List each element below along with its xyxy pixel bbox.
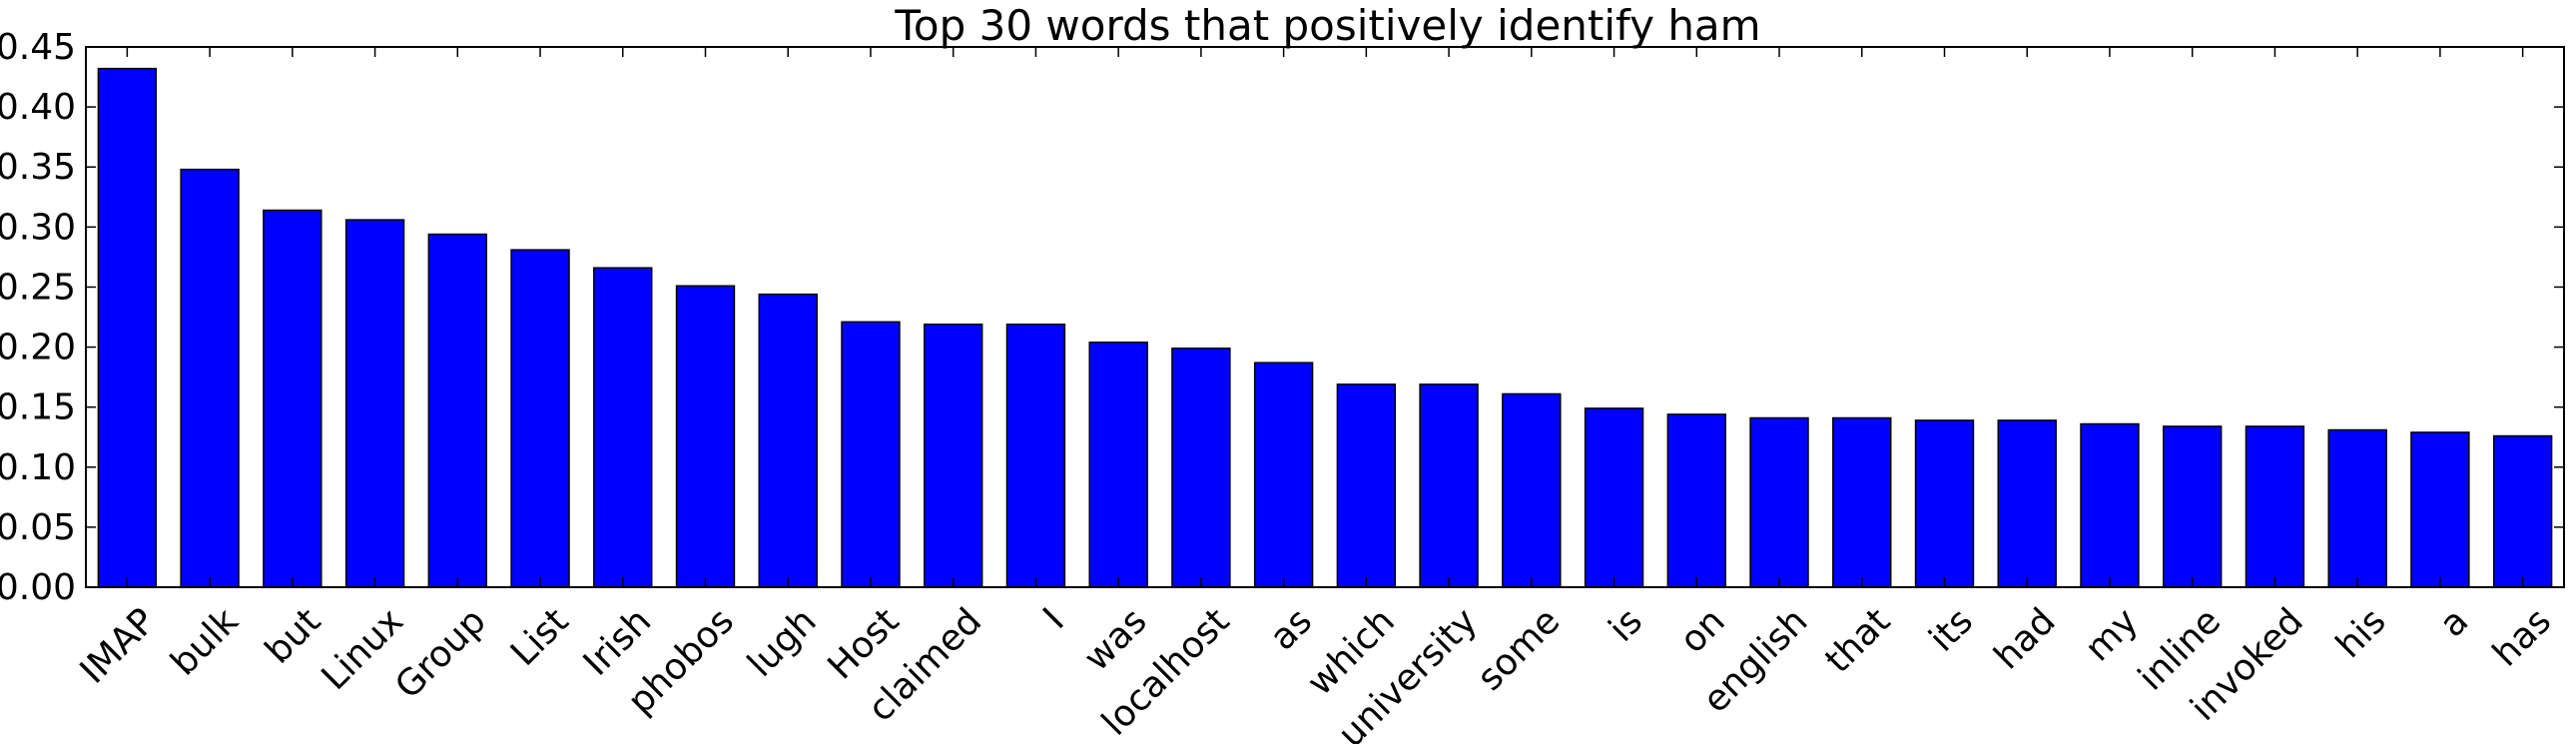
bar-english — [1749, 416, 1809, 588]
y-tick-label: 0.30 — [0, 207, 76, 248]
bar-bulk — [180, 168, 240, 588]
bar-its — [1914, 419, 1975, 588]
bar-claimed — [923, 323, 983, 588]
x-tick-label-is: is — [1602, 600, 1650, 649]
x-tick-label-bulk: bulk — [163, 600, 246, 683]
x-tick-label-has: has — [2485, 600, 2559, 674]
chart-title: Top 30 words that positively identify ha… — [894, 1, 1760, 50]
y-tick-label: 0.00 — [0, 567, 76, 608]
y-tick-label: 0.25 — [0, 267, 76, 308]
bar-is — [1584, 407, 1644, 588]
x-tick-label-some: some — [1470, 600, 1568, 698]
y-tick-label: 0.35 — [0, 147, 76, 188]
bar-phobos — [675, 285, 736, 588]
bar-lugh — [758, 293, 818, 588]
bar-list — [510, 249, 570, 588]
x-tick-label-that: that — [1818, 600, 1899, 681]
bar-on — [1666, 413, 1727, 588]
bar-group — [427, 233, 488, 588]
bar-was — [1088, 341, 1148, 588]
bar-that — [1832, 416, 1892, 588]
bar-irish — [593, 267, 653, 588]
x-tick-label-i: I — [1035, 600, 1072, 637]
bar-his — [2327, 428, 2387, 588]
bar-had — [1997, 419, 2057, 588]
bar-imap — [97, 67, 158, 588]
bar-host — [841, 321, 901, 588]
bar-invoked — [2245, 425, 2305, 588]
bar-but — [263, 209, 322, 588]
y-tick-label: 0.40 — [0, 87, 76, 128]
y-tick-label: 0.45 — [0, 27, 76, 68]
bar-localhost — [1171, 348, 1231, 588]
bar-linux — [344, 219, 405, 588]
bar-university — [1419, 383, 1479, 588]
x-tick-label-its: its — [1922, 600, 1981, 659]
x-tick-label-on: on — [1672, 600, 1733, 661]
x-tick-label-list: List — [503, 600, 576, 673]
x-tick-label-as: as — [1262, 600, 1320, 658]
bar-as — [1253, 362, 1314, 588]
y-tick-label: 0.20 — [0, 328, 76, 369]
y-tick-label: 0.15 — [0, 387, 76, 428]
y-axis-ticks: 0.00 0.05 0.10 0.15 0.20 0.25 0.30 0.35 0.40 0.45 — [0, 27, 2564, 608]
x-tick-label-but: but — [258, 600, 328, 671]
x-tick-label-his: his — [2328, 600, 2393, 665]
x-tick-label-a: a — [2432, 600, 2477, 645]
bar-which — [1336, 383, 1397, 588]
x-tick-label-group: Group — [387, 600, 493, 706]
bar-my — [2080, 422, 2140, 588]
plot-frame — [85, 46, 2565, 588]
x-tick-label-had: had — [1987, 600, 2064, 677]
bars — [97, 67, 2553, 588]
bar-some — [1502, 392, 1562, 588]
x-tick-label-lugh: lugh — [740, 600, 824, 684]
bar-inline — [2162, 425, 2223, 588]
x-tick-label-imap: IMAP — [73, 600, 164, 691]
bar-a — [2410, 431, 2470, 588]
bar-i — [1005, 323, 1066, 588]
y-tick-label: 0.05 — [0, 507, 76, 548]
bar-has — [2492, 434, 2553, 588]
y-tick-label: 0.10 — [0, 447, 76, 488]
x-tick-label-my: my — [2078, 600, 2147, 669]
